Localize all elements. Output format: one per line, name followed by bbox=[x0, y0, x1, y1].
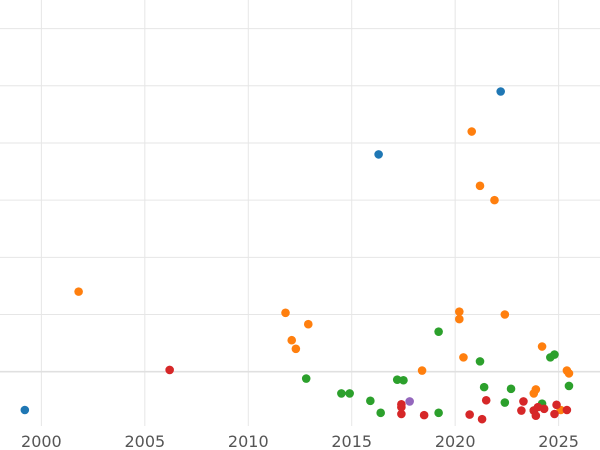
x-axis-ticks: 2000 2005 2010 2015 2020 2025 bbox=[21, 432, 579, 450]
point-red-0 bbox=[165, 365, 174, 375]
point-orange-14 bbox=[531, 385, 541, 394]
point-orange-3 bbox=[291, 344, 301, 354]
point-green-4 bbox=[376, 408, 385, 418]
point-green-11 bbox=[500, 398, 510, 407]
point-orange-11 bbox=[490, 195, 499, 205]
x-tick-label-2000: 2000 bbox=[21, 432, 62, 450]
point-green-1 bbox=[337, 389, 346, 398]
point-green-9 bbox=[475, 357, 485, 366]
point-green-2 bbox=[345, 389, 354, 398]
x-tick-label-2020: 2020 bbox=[435, 432, 476, 450]
point-orange-12 bbox=[500, 310, 510, 319]
point-blue-1 bbox=[374, 150, 383, 159]
point-orange-0 bbox=[74, 287, 83, 296]
point-red-6 bbox=[477, 414, 487, 424]
point-blue-2 bbox=[496, 87, 505, 96]
point-green-5 bbox=[392, 375, 402, 384]
point-green-6 bbox=[399, 375, 408, 385]
point-green-8 bbox=[434, 408, 443, 418]
point-red-13 bbox=[539, 404, 549, 414]
point-orange-4 bbox=[303, 319, 313, 329]
point-blue-0 bbox=[20, 405, 30, 415]
point-red-4 bbox=[419, 410, 429, 420]
point-orange-7 bbox=[455, 314, 464, 324]
point-orange-18 bbox=[564, 369, 574, 378]
data-points bbox=[20, 87, 574, 424]
point-orange-2 bbox=[287, 335, 297, 345]
point-red-9 bbox=[519, 397, 528, 406]
point-green-12 bbox=[506, 384, 516, 394]
x-tick-label-2005: 2005 bbox=[124, 432, 165, 450]
x-tick-label-2025: 2025 bbox=[538, 432, 579, 450]
point-orange-8 bbox=[459, 353, 468, 362]
point-red-14 bbox=[550, 409, 559, 419]
point-orange-15 bbox=[537, 342, 547, 351]
point-orange-5 bbox=[417, 366, 427, 375]
x-tick-label-2010: 2010 bbox=[228, 432, 269, 450]
point-red-15 bbox=[552, 400, 561, 410]
point-green-7 bbox=[434, 327, 443, 336]
point-green-10 bbox=[479, 382, 489, 392]
grid bbox=[0, 0, 600, 426]
point-red-8 bbox=[517, 406, 526, 415]
point-red-5 bbox=[465, 410, 474, 419]
point-purple-0 bbox=[405, 397, 414, 406]
point-orange-9 bbox=[467, 127, 477, 136]
point-green-16 bbox=[550, 350, 559, 359]
point-green-17 bbox=[564, 381, 574, 391]
point-red-16 bbox=[562, 405, 572, 415]
point-orange-6 bbox=[455, 307, 464, 316]
point-red-7 bbox=[481, 395, 491, 405]
point-green-3 bbox=[366, 396, 375, 406]
point-orange-1 bbox=[281, 308, 290, 318]
x-tick-label-2015: 2015 bbox=[331, 432, 372, 450]
point-red-11 bbox=[531, 411, 541, 421]
point-green-0 bbox=[301, 374, 311, 383]
point-orange-10 bbox=[475, 181, 485, 191]
point-red-3 bbox=[397, 409, 406, 419]
point-red-2 bbox=[397, 402, 406, 412]
